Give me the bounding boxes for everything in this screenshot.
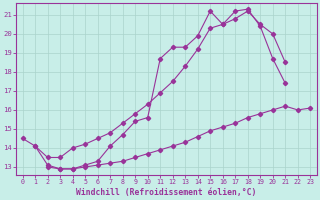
X-axis label: Windchill (Refroidissement éolien,°C): Windchill (Refroidissement éolien,°C) <box>76 188 257 197</box>
